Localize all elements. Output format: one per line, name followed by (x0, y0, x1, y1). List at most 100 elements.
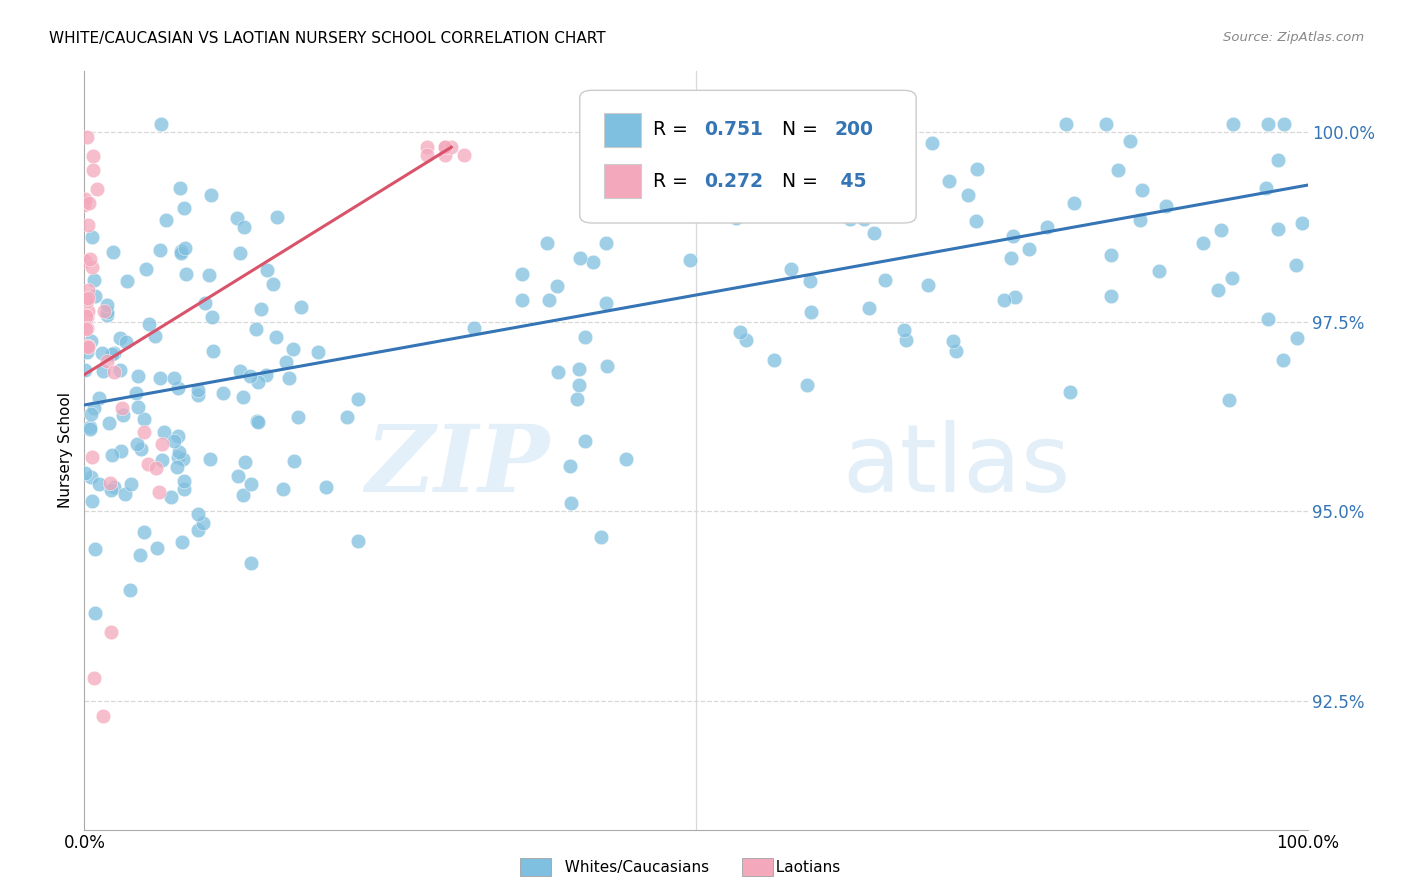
Point (993, 293, 1015, 307)
Point (596, 359, 619, 373)
Point (283, 342, 305, 356)
Point (76, 310, 98, 324)
Point (917, 278, 939, 293)
Point (1063, 196, 1085, 211)
Point (1257, 118, 1279, 132)
Point (73, 363, 96, 377)
Point (1257, 312, 1279, 326)
Point (728, 325, 751, 339)
Point (799, 305, 821, 319)
Point (232, 488, 254, 502)
Point (150, 453, 173, 467)
Point (568, 378, 591, 392)
Point (87, 391, 110, 405)
Point (262, 277, 284, 292)
Point (1209, 223, 1232, 237)
Point (336, 409, 359, 424)
Point (75, 466, 97, 480)
Point (167, 381, 190, 395)
Text: WHITE/CAUCASIAN VS LAOTIAN NURSERY SCHOOL CORRELATION CHART: WHITE/CAUCASIAN VS LAOTIAN NURSERY SCHOO… (49, 31, 606, 46)
Point (228, 245, 250, 260)
Point (1119, 134, 1142, 148)
Point (1285, 259, 1308, 273)
Point (155, 212, 177, 227)
Point (82, 163, 104, 178)
Point (125, 437, 148, 451)
Point (166, 459, 188, 474)
Point (132, 425, 155, 439)
Point (77, 218, 100, 232)
Point (111, 401, 134, 415)
Point (264, 330, 287, 344)
Point (149, 244, 172, 258)
Point (97, 417, 120, 431)
Point (89, 477, 111, 491)
Point (128, 548, 150, 562)
Point (226, 468, 249, 483)
Point (254, 368, 277, 383)
Point (76, 129, 98, 144)
Point (83, 401, 105, 416)
Point (863, 227, 886, 241)
Point (73, 198, 96, 212)
Point (957, 187, 980, 202)
Point (79, 252, 101, 266)
Point (1272, 352, 1295, 367)
Point (245, 322, 267, 336)
Point (136, 458, 159, 472)
Point (80, 407, 103, 421)
Point (1206, 283, 1229, 297)
Point (114, 487, 136, 501)
Point (1192, 236, 1215, 251)
Point (1154, 199, 1177, 213)
Point (875, 272, 897, 286)
Point (173, 475, 195, 489)
Point (560, 496, 582, 510)
Point (131, 442, 153, 457)
Point (546, 279, 568, 293)
Point (100, 483, 122, 497)
Point (858, 301, 880, 316)
Point (103, 365, 125, 379)
Point (75, 293, 97, 307)
Point (1220, 271, 1243, 285)
Point (120, 476, 142, 491)
Point (307, 345, 329, 359)
Point (76, 339, 98, 353)
Point (734, 333, 756, 347)
Point (1291, 216, 1313, 230)
Point (894, 333, 917, 347)
Point (1036, 220, 1059, 235)
Point (938, 174, 960, 188)
Point (145, 328, 167, 343)
Point (568, 361, 591, 376)
Point (271, 483, 294, 497)
FancyBboxPatch shape (605, 112, 641, 147)
Point (145, 461, 167, 475)
Point (287, 409, 309, 424)
Point (762, 352, 785, 367)
Point (96, 308, 118, 322)
Text: N =: N = (782, 120, 824, 139)
Point (1129, 212, 1152, 227)
Point (84, 542, 107, 557)
Point (83, 606, 105, 620)
Point (198, 451, 221, 466)
Point (91, 345, 114, 359)
Point (440, 140, 463, 154)
Point (232, 390, 254, 404)
Point (148, 484, 170, 499)
Point (103, 346, 125, 360)
Point (315, 480, 337, 494)
Point (942, 334, 965, 348)
Point (96, 305, 118, 319)
Point (111, 409, 134, 423)
Point (191, 516, 214, 531)
Point (1059, 385, 1081, 400)
Point (75, 194, 97, 209)
Point (614, 452, 637, 467)
Point (173, 483, 195, 497)
Point (115, 274, 138, 288)
Point (194, 296, 217, 310)
Point (91, 364, 114, 378)
